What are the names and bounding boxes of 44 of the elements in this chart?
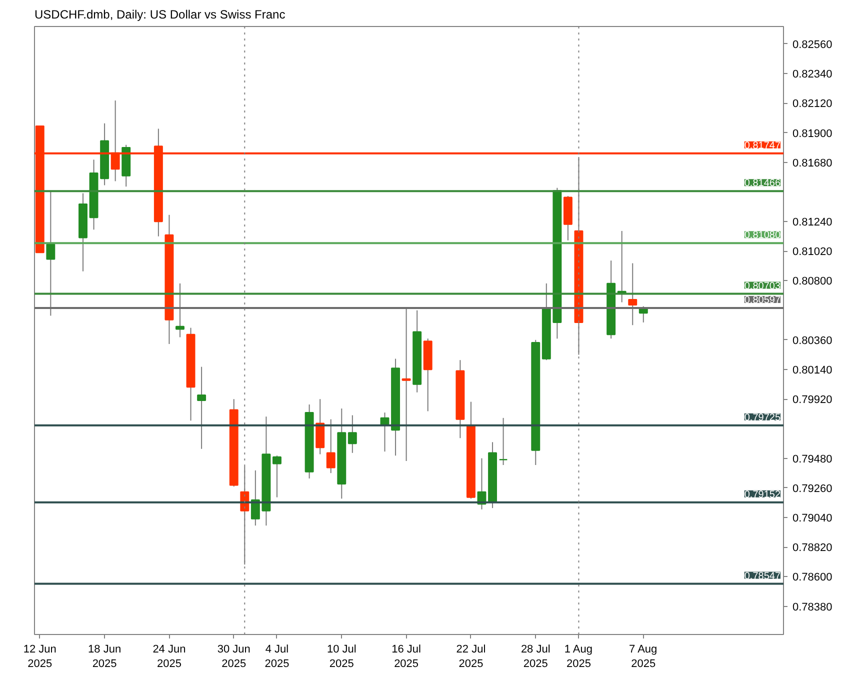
y-tick-label: 0.78820: [792, 542, 832, 554]
x-tick-label: 4 Jul 2025: [264, 644, 290, 670]
y-tick-label: 0.79480: [792, 453, 832, 466]
x-tick-label: 30 Jun 2025: [217, 644, 250, 670]
y-tick-label: 0.79920: [792, 394, 832, 406]
x-tick-label: 16 Jul 2025: [392, 644, 421, 670]
x-tick-label: 24 Jun 2025: [152, 644, 186, 670]
y-tick-label: 0.81240: [792, 216, 832, 229]
y-tick-label: 0.80800: [792, 276, 832, 288]
candlestick: [402, 308, 411, 462]
candlestick: [326, 418, 336, 474]
y-tick-label: 0.78380: [792, 601, 832, 614]
y-tick-label: 0.80140: [792, 364, 832, 377]
x-tick-label: 10 Jul 2025: [326, 644, 356, 670]
ref-line-label: 0.78547: [744, 570, 781, 582]
x-tick-label: 18 Jun 2025: [88, 644, 122, 670]
y-tick-label: 0.82340: [792, 68, 832, 81]
ref-line-label: 0.79725: [744, 412, 781, 424]
candlestick: [197, 366, 206, 450]
y-tick-label: 0.82560: [792, 38, 832, 51]
candlestick: [46, 190, 56, 316]
chart-title: USDCHF.dmb, Daily: US Dollar vs Swiss Franc: [34, 8, 286, 22]
y-tick-label: 0.81020: [792, 246, 832, 258]
y-tick-label: 0.80360: [792, 334, 832, 347]
candlestick: [628, 262, 638, 326]
y-tick-label: 0.78600: [792, 572, 832, 584]
ref-line-label: 0.80597: [744, 295, 781, 306]
candlestick: [498, 417, 508, 466]
y-tick-label: 0.81680: [792, 157, 832, 170]
ref-line-label: 0.80703: [744, 280, 781, 292]
x-tick-label: 7 Aug 2025: [629, 644, 658, 670]
candlestick: [348, 414, 357, 454]
candlestick: [272, 455, 282, 498]
x-tick-label: 12 Jun 2025: [23, 644, 56, 670]
ref-line-label: 0.81747: [744, 140, 781, 152]
x-tick-label: 22 Jul 2025: [456, 644, 486, 670]
x-tick-label: 28 Jul 2025: [520, 644, 550, 670]
y-tick-label: 0.79040: [792, 512, 832, 524]
candlestick: [176, 282, 184, 338]
x-tick-label: 1 Aug 2025: [564, 644, 593, 670]
y-tick-label: 0.82120: [792, 98, 832, 110]
ref-line-label: 0.79152: [744, 489, 781, 500]
y-tick-label: 0.79260: [792, 482, 832, 495]
y-tick-label: 0.81900: [792, 128, 832, 140]
